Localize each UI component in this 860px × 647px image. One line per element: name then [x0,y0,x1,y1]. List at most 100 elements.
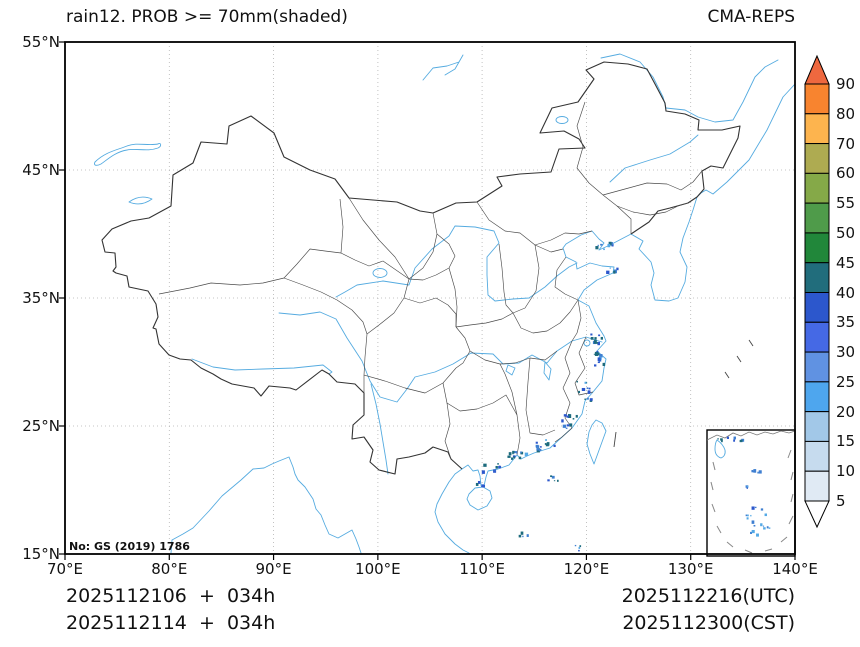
amur-river-path [600,53,779,123]
shading-speck [483,463,487,467]
shading-speck [613,270,616,274]
shading-speck [733,436,736,440]
shading-speck [597,244,599,247]
shading-speck [569,423,573,427]
lat-tick-label: 45°N [22,161,60,179]
shading-speck [536,445,540,448]
shading-speck [475,482,479,486]
shading-speck [587,390,591,394]
plot-title: rain12. PROB >= 70mm(shaded) [66,7,348,27]
national-border-path [101,61,741,475]
shading-speck [535,441,538,444]
shading-speck [717,438,719,440]
valid-time-cst-line: 2025112300(CST) [622,612,795,634]
shading-speck [589,398,593,401]
shading-speck [616,267,619,271]
lake-balkhash [94,143,162,166]
init-time-utc-line: 2025112106 + 034h [66,585,276,607]
colorbar-level-label: 30 [836,343,856,362]
shading-speck [754,506,757,509]
shading-speck [512,455,516,458]
island-dashes [613,339,754,448]
shading-speck [751,529,755,534]
shading-speck [739,440,743,443]
colorbar-level-label: 15 [836,432,856,451]
shading-speck [764,513,767,517]
songhua-river-path [609,134,699,183]
shading-speck [763,527,766,530]
shading-speck [579,545,582,548]
lake-dongting [505,364,516,376]
shading-speck [497,463,499,465]
shading-speck [561,419,564,423]
shading-speck [720,438,723,441]
shading-speck [522,535,524,538]
shading-speck [746,517,749,520]
shading-speck [545,443,549,447]
lon-tick-label: 70°E [46,560,84,578]
colorbar-level-label: 40 [836,283,856,302]
shading-speck [498,465,502,469]
shading-speck [726,436,730,439]
shading-speck [551,475,555,479]
lon-tick-label: 120°E [563,560,610,578]
korea-coast-path [630,196,698,302]
colorbar-segment [804,381,830,413]
colorbar-level-label: 90 [836,75,856,93]
shading-speck [594,364,597,367]
shading-speck [589,399,593,402]
shading-speck [536,448,540,451]
shading-speck [760,508,764,511]
shading-speck [578,546,581,549]
lake-taihu [583,339,591,347]
shading-speck [757,471,759,474]
shading-speck [597,361,600,364]
shading-speck [608,241,612,246]
shading-speck [610,242,614,246]
shading-speck [550,475,553,478]
shading-speck [721,440,723,443]
shading-speck [596,342,598,344]
shading-speck [768,527,771,529]
colorbar-level-label: 5 [836,492,846,510]
bay-of-bengal-coast-path [170,456,362,554]
shading-speck [540,446,542,448]
shading-speck [584,381,587,384]
shading-speck [511,457,514,460]
shading-speck [593,353,596,355]
shading-speck [553,444,556,448]
colorbar-cell [804,54,830,85]
shading-speck [568,414,572,419]
valid-time-utc-line: 2025112216(UTC) [621,585,795,607]
shading-speck [544,443,547,445]
shading-speck [588,387,591,390]
shading-speck [566,415,569,418]
shading-speck [733,439,736,442]
colorbar-cell [804,500,830,529]
shading-speck [514,451,518,454]
shading-speck [576,380,578,383]
shading-speck [584,398,586,401]
colorbar-segment [804,440,830,472]
shading-speck [520,531,524,535]
shading-speck [481,484,486,488]
colorbar-level-label: 35 [836,313,856,332]
shading-speck [758,470,762,474]
lake-hulun [555,116,569,124]
shading-speck [581,387,586,392]
axis-ticks [59,41,796,560]
china-map [59,41,796,560]
shading-speck [508,452,512,456]
shading-speck [741,438,745,442]
shading-speck [553,480,556,482]
colorbar-segment [804,292,830,323]
colorbar-segment [804,470,830,502]
probability-shading [475,241,619,552]
lon-tick-label: 90°E [255,560,292,578]
shading-speck [766,526,769,529]
inset-islands-shading [717,436,771,537]
shading-speck [597,357,601,361]
russia-pacific-coast-path [696,83,796,198]
shading-speck [518,456,522,460]
shading-speck [495,465,498,469]
